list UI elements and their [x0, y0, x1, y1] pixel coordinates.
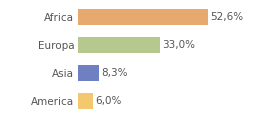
- Text: 6,0%: 6,0%: [95, 96, 122, 106]
- Bar: [78, 9, 208, 25]
- Bar: [78, 65, 99, 81]
- Text: 33,0%: 33,0%: [162, 40, 195, 50]
- Text: 52,6%: 52,6%: [210, 12, 243, 22]
- Bar: [78, 93, 93, 109]
- Text: 8,3%: 8,3%: [101, 68, 127, 78]
- Bar: [78, 37, 160, 53]
